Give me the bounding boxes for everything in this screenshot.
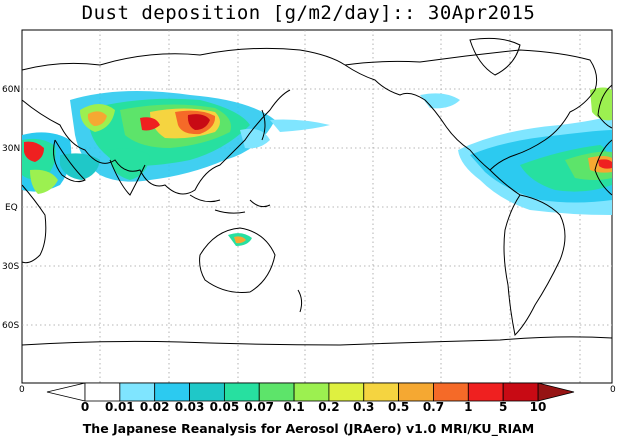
footer-credit: The Japanese Reanalysis for Aerosol (JRA… [82, 421, 535, 436]
colorbar-tick-label: 0.01 [105, 400, 135, 414]
colorbar: 0 0.01 0.02 0.03 0.05 0.07 0.1 0.2 0.3 0.5 0.7 1 5 10 [46, 382, 575, 414]
colorbar-right-arrow [537, 382, 575, 402]
colorbar-tick-label: 0.7 [423, 400, 444, 414]
colorbar-box [433, 382, 469, 402]
colorbar-box [502, 382, 539, 402]
colorbar-tick-label: 5 [499, 400, 507, 414]
coastlines [21, 37, 613, 346]
colorbar-tick-label: 1 [464, 400, 472, 414]
colorbar-box [258, 382, 295, 402]
lat-label-30n: 30N [2, 144, 20, 154]
colorbar-box [398, 382, 434, 402]
colorbar-tick-label: 0.5 [388, 400, 409, 414]
lat-label-60s: 60S [2, 321, 19, 331]
colorbar-tick-label: 0.3 [353, 400, 374, 414]
colorbar-box [223, 382, 260, 402]
colorbar-left-arrow [46, 382, 86, 402]
colorbar-tick-label: 0.2 [318, 400, 339, 414]
colorbar-tick-label: 10 [530, 400, 547, 414]
colorbar-box [363, 382, 400, 402]
colorbar-tick-label: 0.03 [175, 400, 205, 414]
colorbar-box [293, 382, 330, 402]
colorbar-box [467, 382, 504, 402]
colorbar-box [154, 382, 190, 402]
colorbar-box [328, 382, 365, 402]
lat-label-30s: 30S [2, 262, 19, 272]
map-title: Dust deposition [g/m2/day]:: 30Apr2015 [81, 2, 536, 24]
colorbar-tick-label: 0.05 [210, 400, 240, 414]
lat-label-eq: EQ [5, 203, 18, 213]
colorbar-tick-label: 0.1 [283, 400, 304, 414]
colorbar-tick-label: 0.07 [244, 400, 274, 414]
colorbar-tick-label: 0.02 [140, 400, 170, 414]
colorbar-box [119, 382, 156, 402]
colorbar-edge-left: 0 [19, 385, 25, 395]
colorbar-edge-right: 0 [610, 385, 616, 395]
colorbar-tick-label: 0 [81, 400, 89, 414]
colorbar-box [189, 382, 225, 402]
lat-label-60n: 60N [2, 85, 20, 95]
colorbar-box [84, 382, 121, 402]
